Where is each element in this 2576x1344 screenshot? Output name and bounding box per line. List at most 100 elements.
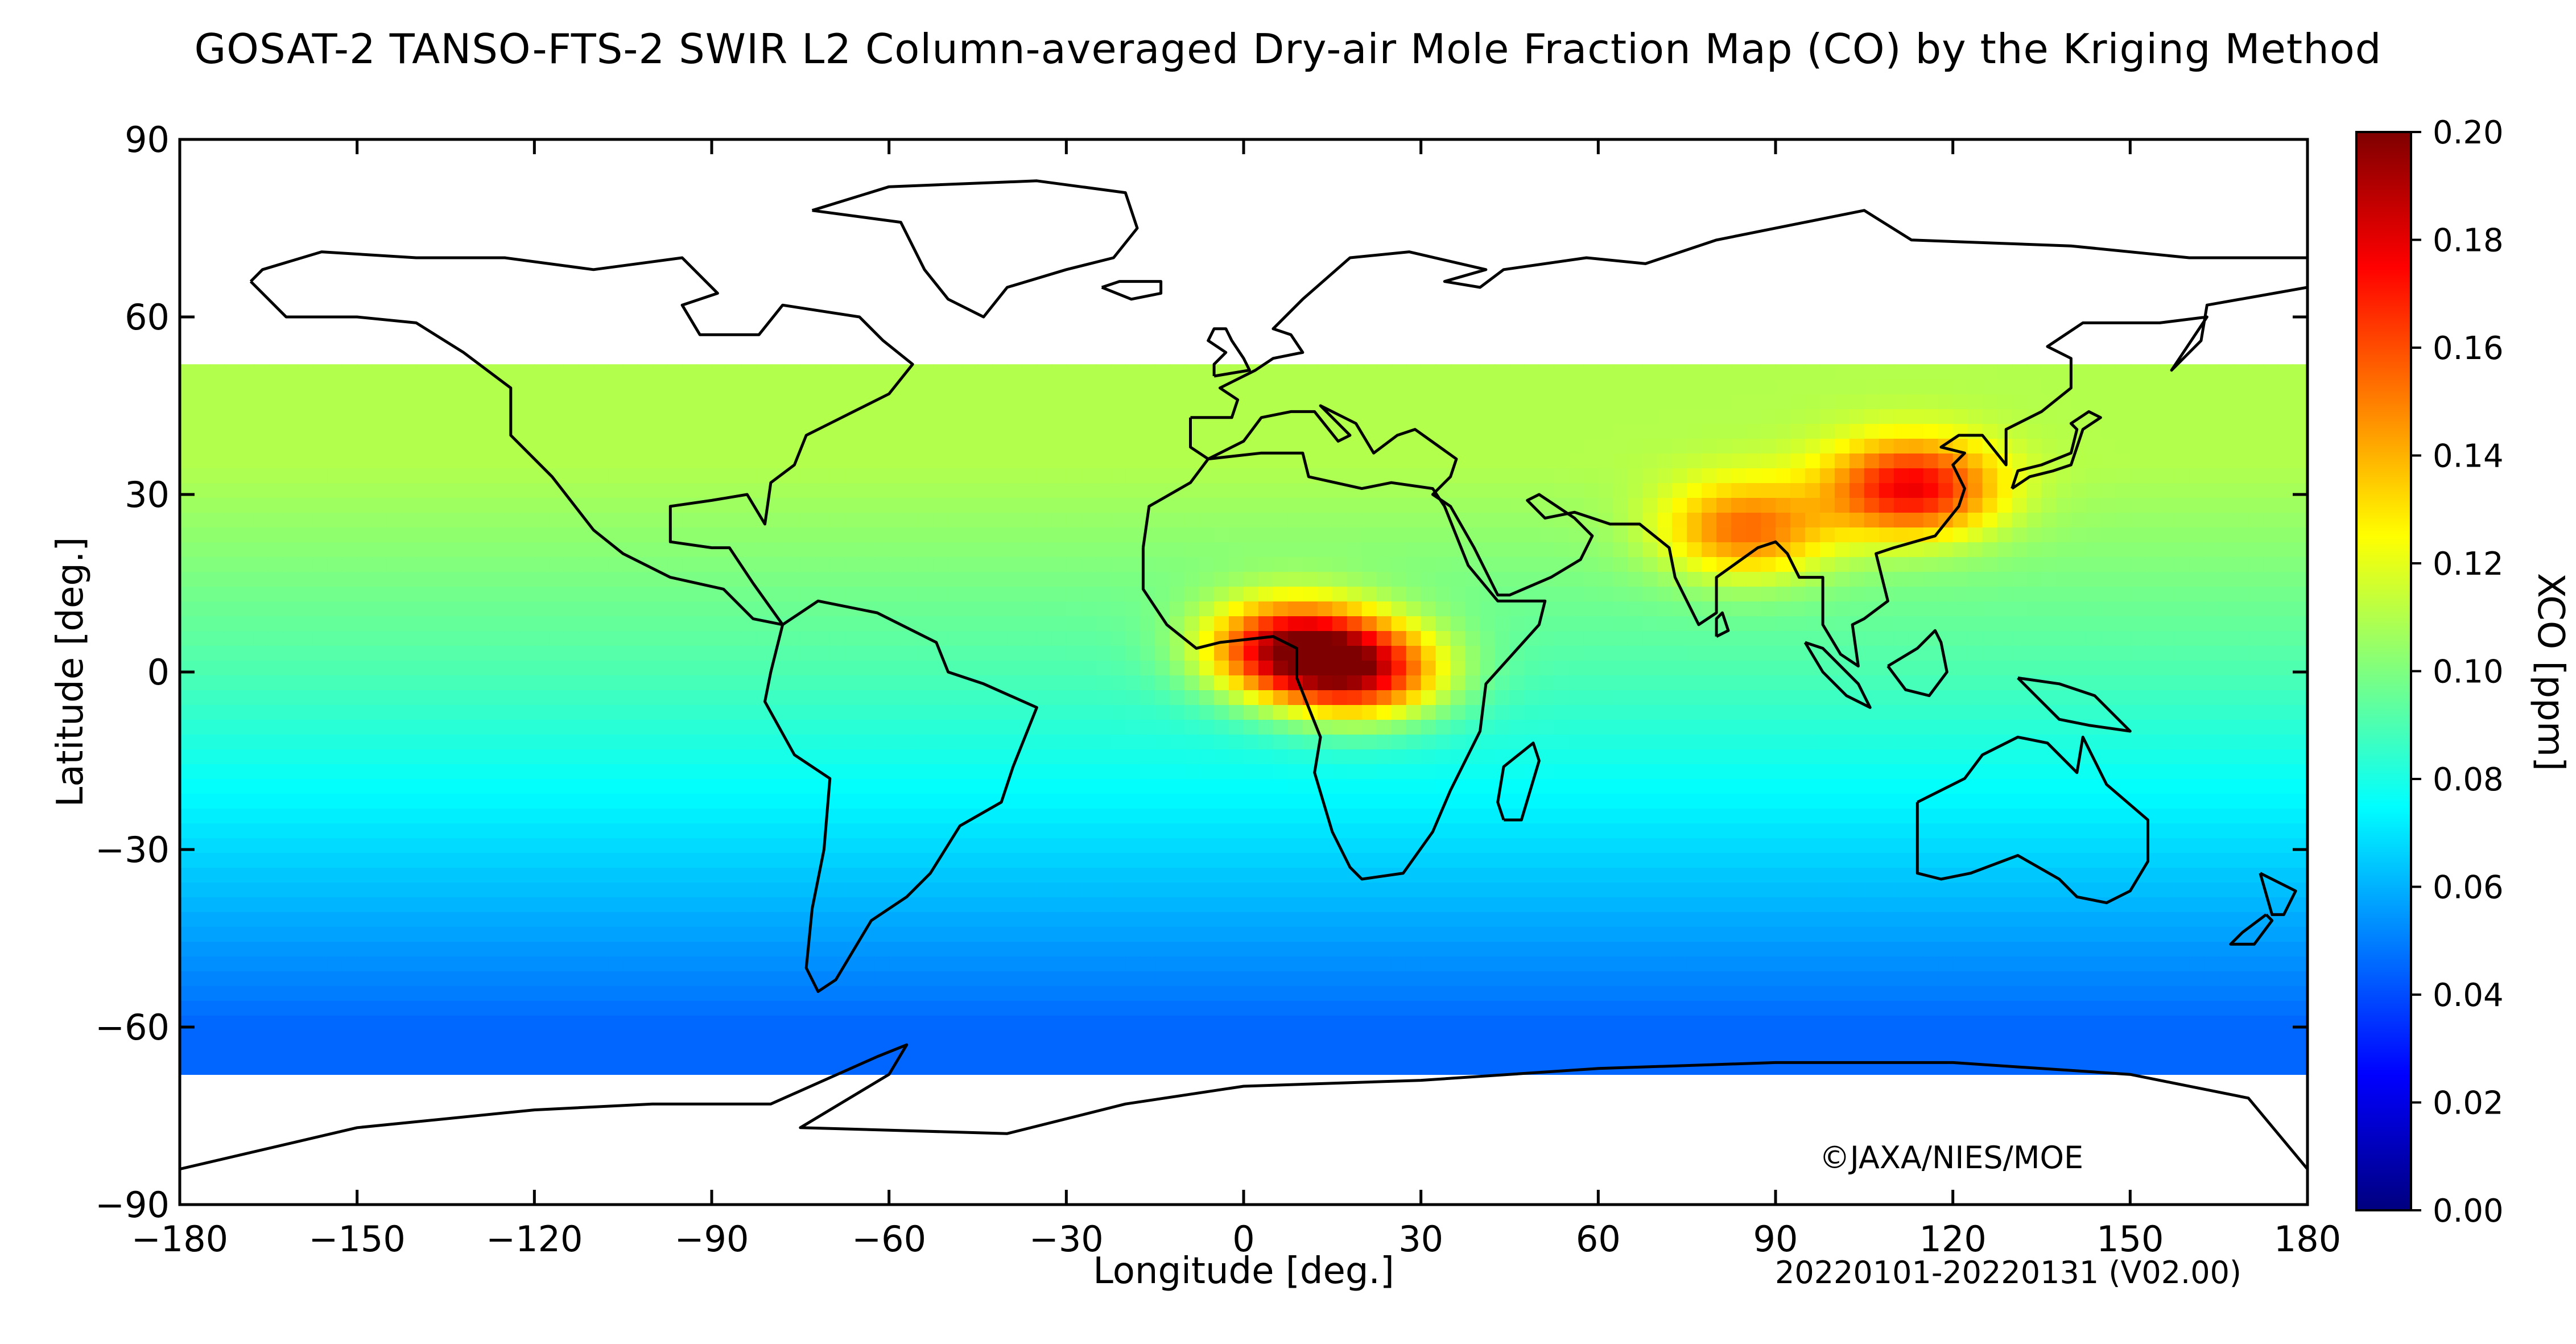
heatmap-cell [963,971,979,986]
heatmap-cell [1302,823,1318,838]
heatmap-cell [903,941,919,957]
heatmap-cell [209,882,225,897]
heatmap-cell [1465,645,1481,661]
heatmap-cell [1332,956,1348,971]
heatmap-cell [2293,852,2307,868]
heatmap-cell [1022,897,1038,912]
heatmap-cell [815,734,831,749]
heatmap-cell [859,586,875,601]
heatmap-cell [2056,586,2072,601]
heatmap-cell [1687,630,1702,646]
heatmap-cell [1214,601,1229,616]
heatmap-cell [756,630,771,646]
heatmap-cell [1111,586,1126,601]
heatmap-cell [2115,586,2131,601]
heatmap-cell [312,630,328,646]
heatmap-cell [977,793,993,809]
heatmap-cell [1938,734,1954,749]
heatmap-cell [667,1059,683,1075]
heatmap-cell [1908,1015,1924,1030]
heatmap-cell [224,986,240,1001]
heatmap-cell [1967,941,1983,957]
heatmap-cell [1391,1015,1407,1030]
heatmap-cell [2219,675,2234,690]
heatmap-cell [1406,675,1422,690]
heatmap-cell [475,571,491,587]
heatmap-cell [2026,704,2042,720]
heatmap-cell [505,956,521,971]
heatmap-cell [1066,764,1082,779]
heatmap-cell [874,838,890,853]
heatmap-cell [1598,882,1614,897]
heatmap-cell [1716,719,1732,735]
heatmap-cell [1982,571,1998,587]
heatmap-cell [889,1000,905,1016]
heatmap-cell [1258,882,1274,897]
heatmap-cell [1568,926,1584,942]
heatmap-cell [2204,719,2219,735]
heatmap-cell [1096,571,1112,587]
heatmap-cell [1066,852,1082,868]
heatmap-cell [195,912,210,927]
heatmap-cell [2026,586,2042,601]
heatmap-cell [1022,616,1038,631]
heatmap-cell [1805,704,1820,720]
heatmap-cell [224,867,240,883]
heatmap-cell [653,764,668,779]
heatmap-cell [1066,778,1082,794]
heatmap-cell [1184,1000,1200,1016]
heatmap-cell [224,823,240,838]
heatmap-cell [933,1030,949,1045]
heatmap-cell [1790,749,1806,764]
heatmap-cell [1450,1000,1466,1016]
heatmap-cell [800,882,816,897]
heatmap-cell [1347,1045,1363,1060]
heatmap-cell [1051,704,1067,720]
heatmap-cell [2145,601,2161,616]
heatmap-cell [1450,1030,1466,1045]
heatmap-cell [2012,897,2028,912]
heatmap-cell [1761,897,1776,912]
heatmap-cell [312,912,328,927]
heatmap-cell [283,616,299,631]
heatmap-cell [2100,912,2116,927]
heatmap-cell [844,882,860,897]
heatmap-cell [416,986,432,1001]
heatmap-cell [1967,675,1983,690]
heatmap-cell [2174,882,2190,897]
heatmap-cell [1376,897,1392,912]
heatmap-cell [1421,1030,1436,1045]
heatmap-cell [2263,1030,2278,1045]
heatmap-cell [2012,808,2028,823]
heatmap-cell [1598,1000,1614,1016]
heatmap-cell [770,956,786,971]
heatmap-cell [2174,897,2190,912]
heatmap-cell [357,867,373,883]
heatmap-cell [505,882,521,897]
heatmap-cell [1952,719,1968,735]
heatmap-cell [1716,645,1732,661]
heatmap-cell [2204,956,2219,971]
heatmap-cell [741,630,757,646]
heatmap-cell [1495,556,1510,572]
heatmap-cell [1893,778,1909,794]
heatmap-cell [490,719,506,735]
heatmap-cell [2189,1059,2205,1075]
heatmap-cell [1568,882,1584,897]
heatmap-cell [534,852,550,868]
heatmap-cell [2041,630,2057,646]
heatmap-cell [401,1030,417,1045]
heatmap-cell [224,660,240,675]
heatmap-cell [1509,956,1525,971]
heatmap-cell [1834,764,1850,779]
heatmap-cell [1539,586,1555,601]
heatmap-cell [475,556,491,572]
heatmap-cell [283,986,299,1001]
heatmap-cell [1111,852,1126,868]
heatmap-cell [1229,912,1244,927]
heatmap-cell [2086,926,2102,942]
heatmap-cell [653,1015,668,1030]
heatmap-cell [475,912,491,927]
heatmap-cell [564,764,580,779]
heatmap-cell [416,912,432,927]
